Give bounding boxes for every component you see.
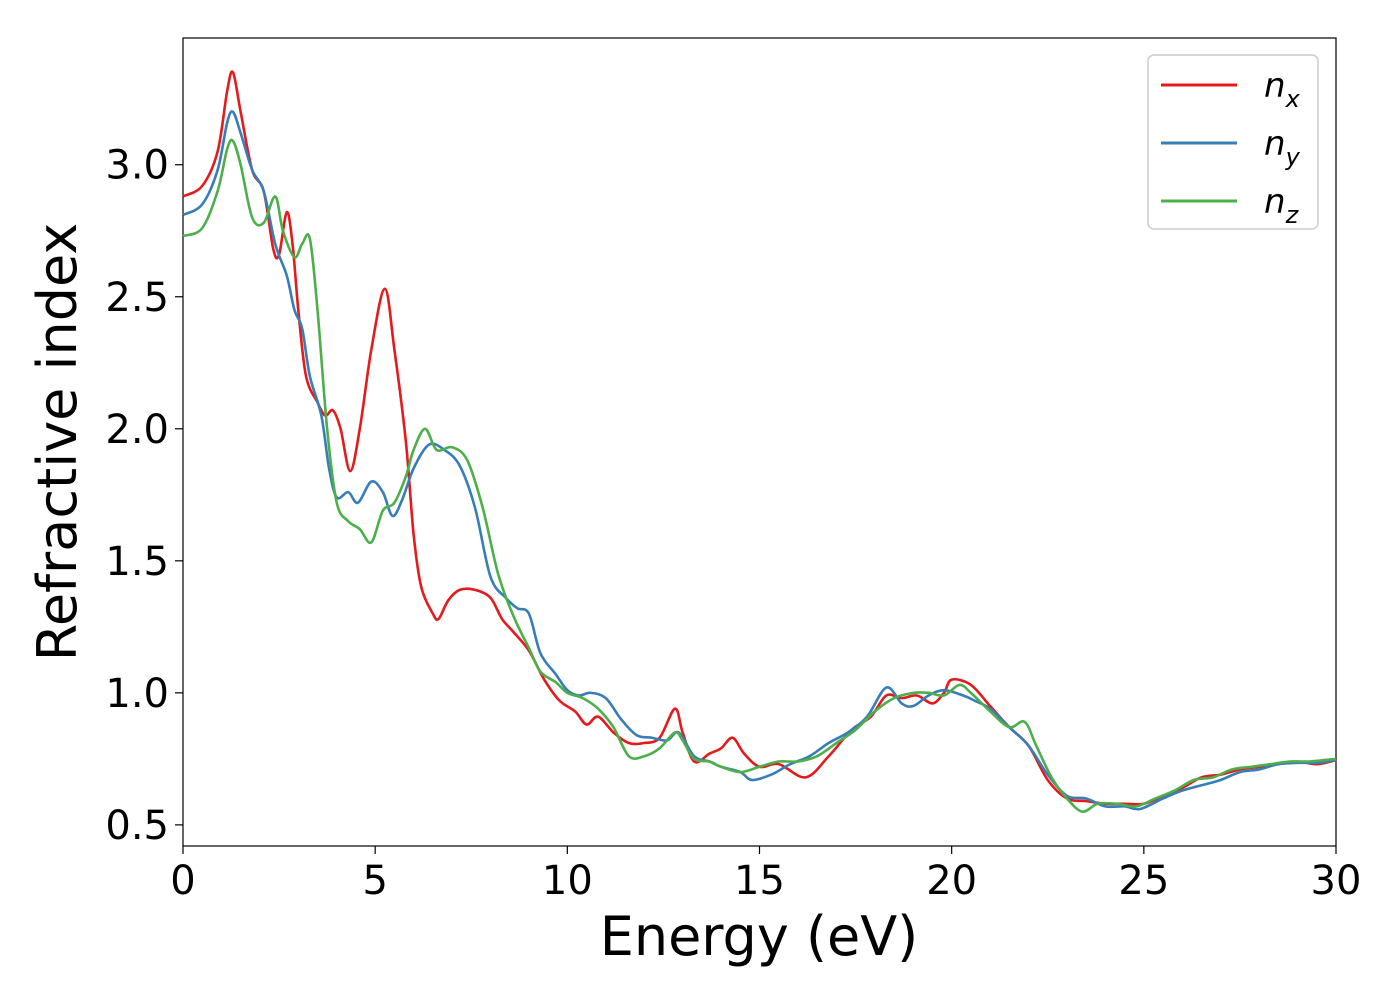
x-axis: 0 5 10 15 20 25 30 [170, 846, 1361, 904]
y-tick-label: 3.0 [105, 143, 169, 189]
x-tick-label: 25 [1118, 858, 1169, 904]
x-tick-label: 15 [734, 858, 785, 904]
y-tick-label: 2.5 [105, 275, 169, 321]
legend-label-ny: ny [1264, 124, 1301, 171]
y-tick-label: 1.5 [105, 539, 169, 585]
y-tick-label: 0.5 [105, 803, 169, 849]
y-axis: 0.5 1.0 1.5 2.0 2.5 3.0 [105, 143, 183, 849]
series-layer [182, 70, 1337, 813]
x-tick-label: 20 [926, 858, 977, 904]
series-line-nz [182, 138, 1337, 813]
legend-label-nz: nz [1264, 182, 1300, 229]
x-axis-label: Energy (eV) [600, 905, 919, 968]
y-tick-label: 1.0 [105, 671, 169, 717]
y-tick-label: 2.0 [105, 407, 169, 453]
legend-label-nx: nx [1264, 66, 1301, 113]
y-axis-label: Refractive index [26, 223, 89, 662]
x-tick-label: 5 [362, 858, 387, 904]
x-tick-label: 10 [542, 858, 593, 904]
legend: nx ny nz [1147, 54, 1319, 230]
x-tick-label: 0 [170, 858, 195, 904]
x-tick-label: 30 [1311, 858, 1362, 904]
series-line-ny [182, 110, 1337, 811]
